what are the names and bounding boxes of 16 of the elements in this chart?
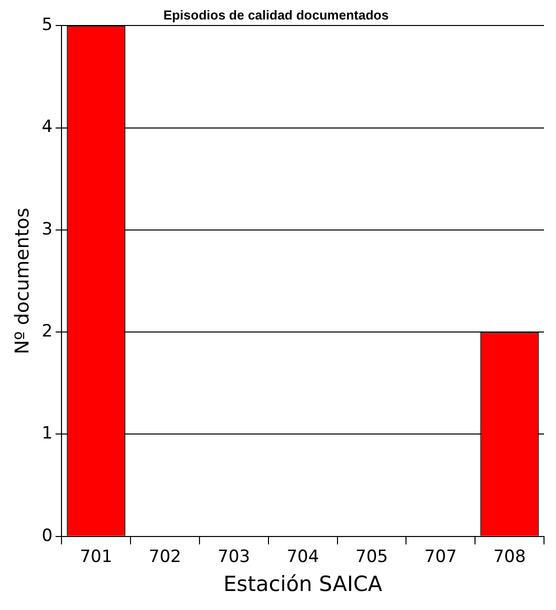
y-tick-label: 5 xyxy=(42,15,53,36)
x-tick-label: 701 xyxy=(80,547,112,568)
y-tick-label: 2 xyxy=(42,322,53,342)
x-tick-label: 703 xyxy=(218,547,250,568)
x-tick-label: 708 xyxy=(493,547,526,568)
y-tick-label: 1 xyxy=(42,424,53,444)
x-axis-title: Estación SAICA xyxy=(223,572,383,596)
chart-title: Episodios de calidad documentados xyxy=(163,7,389,22)
y-tick-label: 3 xyxy=(42,219,53,240)
x-tick-label: 705 xyxy=(355,547,388,568)
x-tick-label: 702 xyxy=(148,547,182,568)
y-tick-label: 4 xyxy=(42,117,53,138)
y-tick-label: 0 xyxy=(42,526,53,546)
y-axis-title: Nº documentos xyxy=(11,208,34,354)
x-tick-label: 704 xyxy=(286,547,320,568)
x-tick-label: 707 xyxy=(424,547,457,568)
